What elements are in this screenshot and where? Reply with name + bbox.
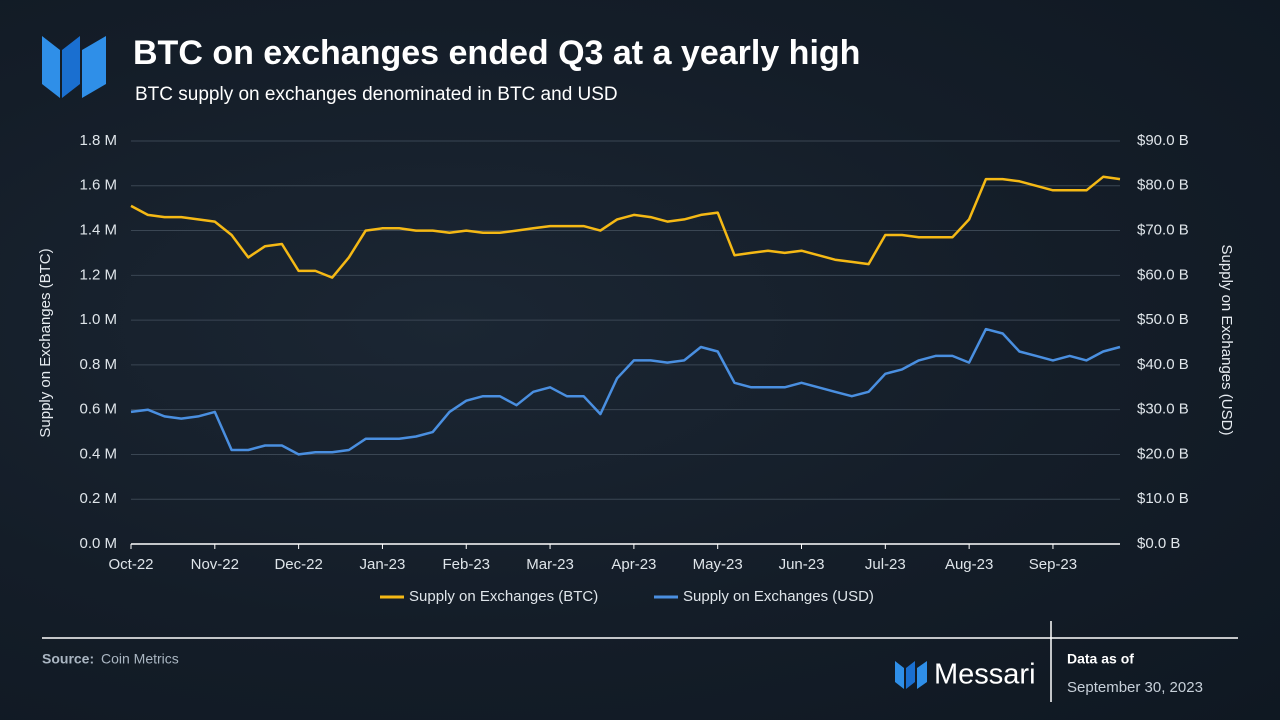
x-tick-label: Nov-22 [191,556,239,573]
y2-axis-label: Supply on Exchanges (USD) [1218,245,1235,436]
y2-tick-label: $90.0 B [1137,132,1189,149]
x-tick-label: May-23 [693,556,743,573]
brand-logo [895,661,927,689]
y-tick-label: 0.0 M [79,535,117,552]
y2-tick-label: $40.0 B [1137,356,1189,373]
x-tick-label: Dec-22 [274,556,322,573]
x-tick-label: Jul-23 [865,556,906,573]
y2-tick-label: $0.0 B [1137,535,1180,552]
data-as-of: September 30, 2023 [1067,679,1203,696]
source-label: Source: [42,651,94,667]
x-tick-label: Mar-23 [526,556,574,573]
y2-tick-label: $60.0 B [1137,266,1189,283]
chart-title: BTC on exchanges ended Q3 at a yearly hi… [133,34,860,72]
logo [42,36,106,98]
y-tick-label: 1.6 M [79,177,117,194]
y2-tick-label: $70.0 B [1137,222,1189,239]
x-tick-label: Sep-23 [1029,556,1077,573]
x-tick-label: Jun-23 [779,556,825,573]
legend-label: Supply on Exchanges (USD) [683,588,874,605]
y2-tick-label: $80.0 B [1137,177,1189,194]
data-as-of-label: Data as of [1067,651,1134,667]
y-tick-label: 1.2 M [79,266,117,283]
x-tick-label: Jan-23 [360,556,406,573]
y-tick-label: 0.2 M [79,490,117,507]
x-tick-label: Oct-22 [108,556,153,573]
chart-subtitle: BTC supply on exchanges denominated in B… [135,84,618,105]
x-tick-label: Aug-23 [945,556,993,573]
y2-tick-label: $20.0 B [1137,445,1189,462]
legend-label: Supply on Exchanges (BTC) [409,588,598,605]
source: Coin Metrics [101,651,179,667]
y-tick-label: 0.4 M [79,445,117,462]
y-tick-label: 0.6 M [79,401,117,418]
x-tick-label: Apr-23 [611,556,656,573]
brand: Messari [934,659,1036,691]
y2-tick-label: $50.0 B [1137,311,1189,328]
y-tick-label: 1.8 M [79,132,117,149]
x-tick-label: Feb-23 [442,556,490,573]
data-line [130,175,1121,279]
y2-tick-label: $30.0 B [1137,401,1189,418]
data-line [130,327,1121,456]
y-tick-label: 0.8 M [79,356,117,373]
y2-tick-label: $10.0 B [1137,490,1189,507]
y-tick-label: 1.0 M [79,311,117,328]
y-tick-label: 1.4 M [79,222,117,239]
y-axis-label: Supply on Exchanges (BTC) [37,248,54,437]
